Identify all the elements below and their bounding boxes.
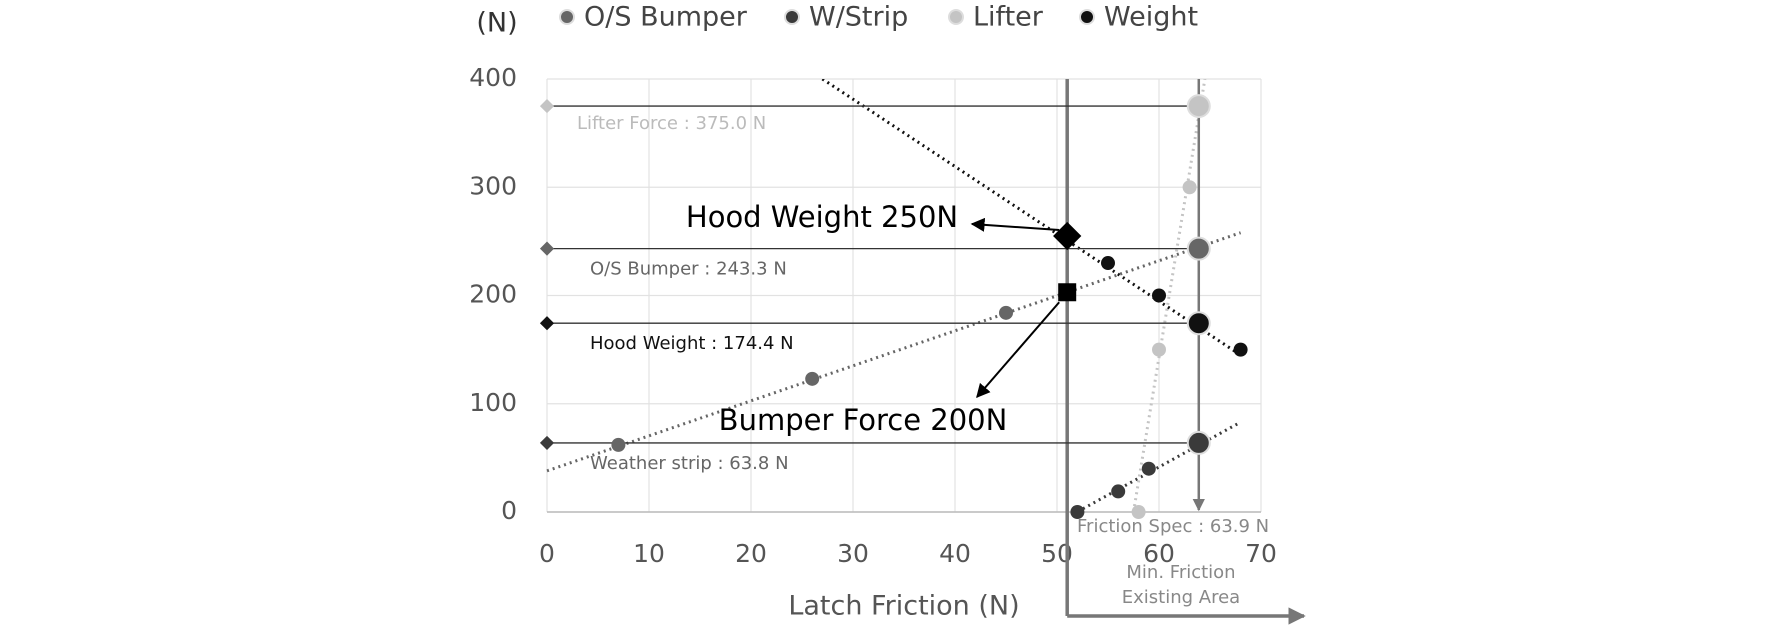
trendline <box>546 231 1242 473</box>
point <box>1101 256 1115 271</box>
y-tick-label: 0 <box>501 496 517 525</box>
spec-point <box>1186 311 1211 336</box>
legend-label: O/S Bumper <box>584 2 748 33</box>
reference-label: Hood Weight : 174.4 N <box>590 333 794 354</box>
legend-marker <box>1079 9 1095 25</box>
x-axis-label: Latch Friction (N) <box>788 591 1019 622</box>
point <box>999 305 1013 320</box>
annotation-text: Bumper Force 200N <box>719 403 1008 437</box>
annotation-marker <box>1053 221 1082 251</box>
point <box>1152 342 1166 357</box>
reference-marker <box>539 316 555 331</box>
y-tick-label: 100 <box>469 388 517 417</box>
reference-label: O/S Bumper : 243.3 N <box>590 259 787 280</box>
spec-point <box>1186 236 1211 261</box>
x-tick-label: 10 <box>633 539 665 568</box>
reference-marker <box>539 435 555 451</box>
legend-label: W/Strip <box>809 2 908 33</box>
reference-marker <box>539 98 555 114</box>
reference-label: Lifter Force : 375.0 N <box>577 113 766 134</box>
legend-marker <box>784 9 800 25</box>
spec-point <box>1186 430 1211 455</box>
x-tick-label: 70 <box>1245 539 1277 568</box>
min-friction-label: Min. Friction <box>1126 562 1235 583</box>
legend-label: Lifter <box>973 2 1044 33</box>
x-tick-label: 0 <box>539 539 555 568</box>
x-tick-label: 30 <box>837 539 869 568</box>
x-tick-label: 20 <box>735 539 767 568</box>
friction-spec-label: Friction Spec : 63.9 N <box>1077 516 1269 537</box>
reference-label: Weather strip : 63.8 N <box>590 453 789 474</box>
point <box>1111 484 1126 499</box>
x-tick-label: 60 <box>1143 539 1175 568</box>
y-tick-label: 200 <box>469 280 517 309</box>
reference-marker <box>539 241 555 256</box>
point <box>1141 461 1156 476</box>
annotation-arrow <box>970 217 1060 232</box>
x-tick-label: 40 <box>939 539 971 568</box>
annotation-marker <box>1058 283 1077 302</box>
y-tick-label: 400 <box>469 63 517 92</box>
min-friction-label: Existing Area <box>1122 587 1240 608</box>
point <box>1131 505 1146 519</box>
trendline <box>1132 79 1207 513</box>
point <box>611 437 626 452</box>
annotation-text: Hood Weight 250N <box>686 200 958 234</box>
legend-label: Weight <box>1104 2 1198 33</box>
point <box>1233 342 1248 357</box>
point <box>1152 288 1166 303</box>
y-tick-label: 300 <box>469 171 517 200</box>
point <box>1070 505 1085 519</box>
y-axis-label: (N) <box>476 8 517 39</box>
spec-point <box>1186 94 1211 119</box>
point <box>1182 180 1197 195</box>
legend-marker <box>559 9 575 25</box>
point <box>805 371 820 386</box>
annotation-arrow <box>976 301 1060 399</box>
legend-marker <box>948 9 964 25</box>
